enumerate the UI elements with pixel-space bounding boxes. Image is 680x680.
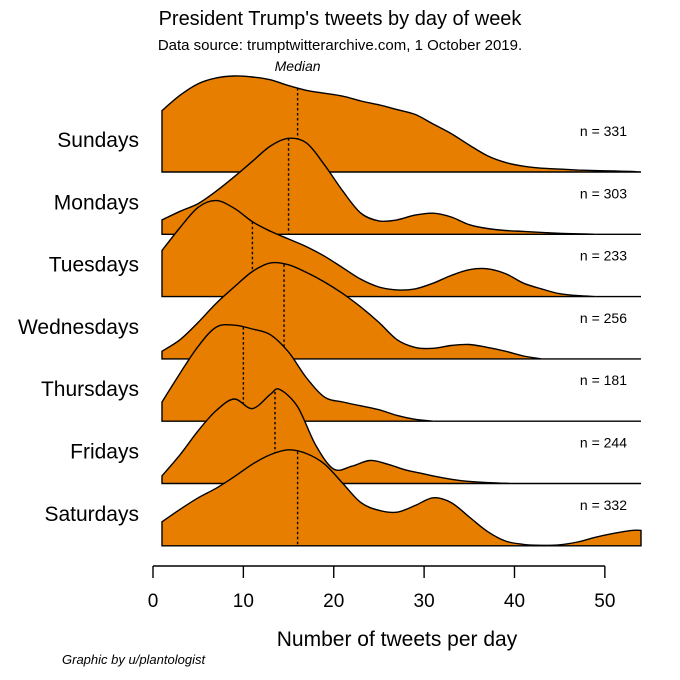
- n-label-wednesdays: n = 256: [580, 310, 627, 326]
- n-label-fridays: n = 244: [580, 435, 627, 451]
- x-tick-label-20: 20: [323, 591, 344, 612]
- row-label-mondays: Mondays: [54, 191, 139, 214]
- row-label-fridays: Fridays: [70, 441, 139, 464]
- ridge-sundays: [161, 75, 642, 173]
- ridge-mondays: [161, 137, 596, 235]
- x-tick-label-40: 40: [504, 591, 525, 612]
- chart-title: President Trump's tweets by day of week: [158, 8, 522, 30]
- x-axis: 0 10 20 30 40 50: [148, 565, 615, 612]
- row-labels-layer: Sundays n = 331 Mondays n = 303 Tuesdays n = …: [18, 123, 627, 526]
- ridge-saturdays: [161, 449, 642, 547]
- n-label-tuesdays: n = 233: [580, 248, 627, 264]
- median-label: Median: [275, 58, 321, 74]
- ridge-fridays: [161, 388, 515, 485]
- credit-text: Graphic by u/plantologist: [62, 652, 206, 667]
- x-axis-label: Number of tweets per day: [277, 628, 518, 651]
- row-label-wednesdays: Wednesdays: [18, 316, 139, 339]
- x-tick-label-10: 10: [233, 591, 254, 612]
- ridges-layer: [161, 75, 642, 547]
- x-tick-label-50: 50: [594, 591, 615, 612]
- n-label-saturdays: n = 332: [580, 497, 627, 513]
- chart-subtitle: Data source: trumptwitterarchive.com, 1 …: [157, 37, 523, 54]
- ridge-tuesdays: [161, 199, 596, 298]
- n-label-mondays: n = 303: [580, 185, 627, 201]
- row-label-tuesdays: Tuesdays: [49, 254, 139, 277]
- row-label-thursdays: Thursdays: [41, 378, 139, 401]
- row-label-saturdays: Saturdays: [44, 503, 139, 526]
- x-tick-label-30: 30: [414, 591, 435, 612]
- n-label-sundays: n = 331: [580, 123, 627, 139]
- x-tick-label-0: 0: [148, 591, 159, 612]
- ridge-thursdays: [161, 324, 434, 422]
- n-label-thursdays: n = 181: [580, 372, 627, 388]
- row-label-sundays: Sundays: [57, 129, 139, 152]
